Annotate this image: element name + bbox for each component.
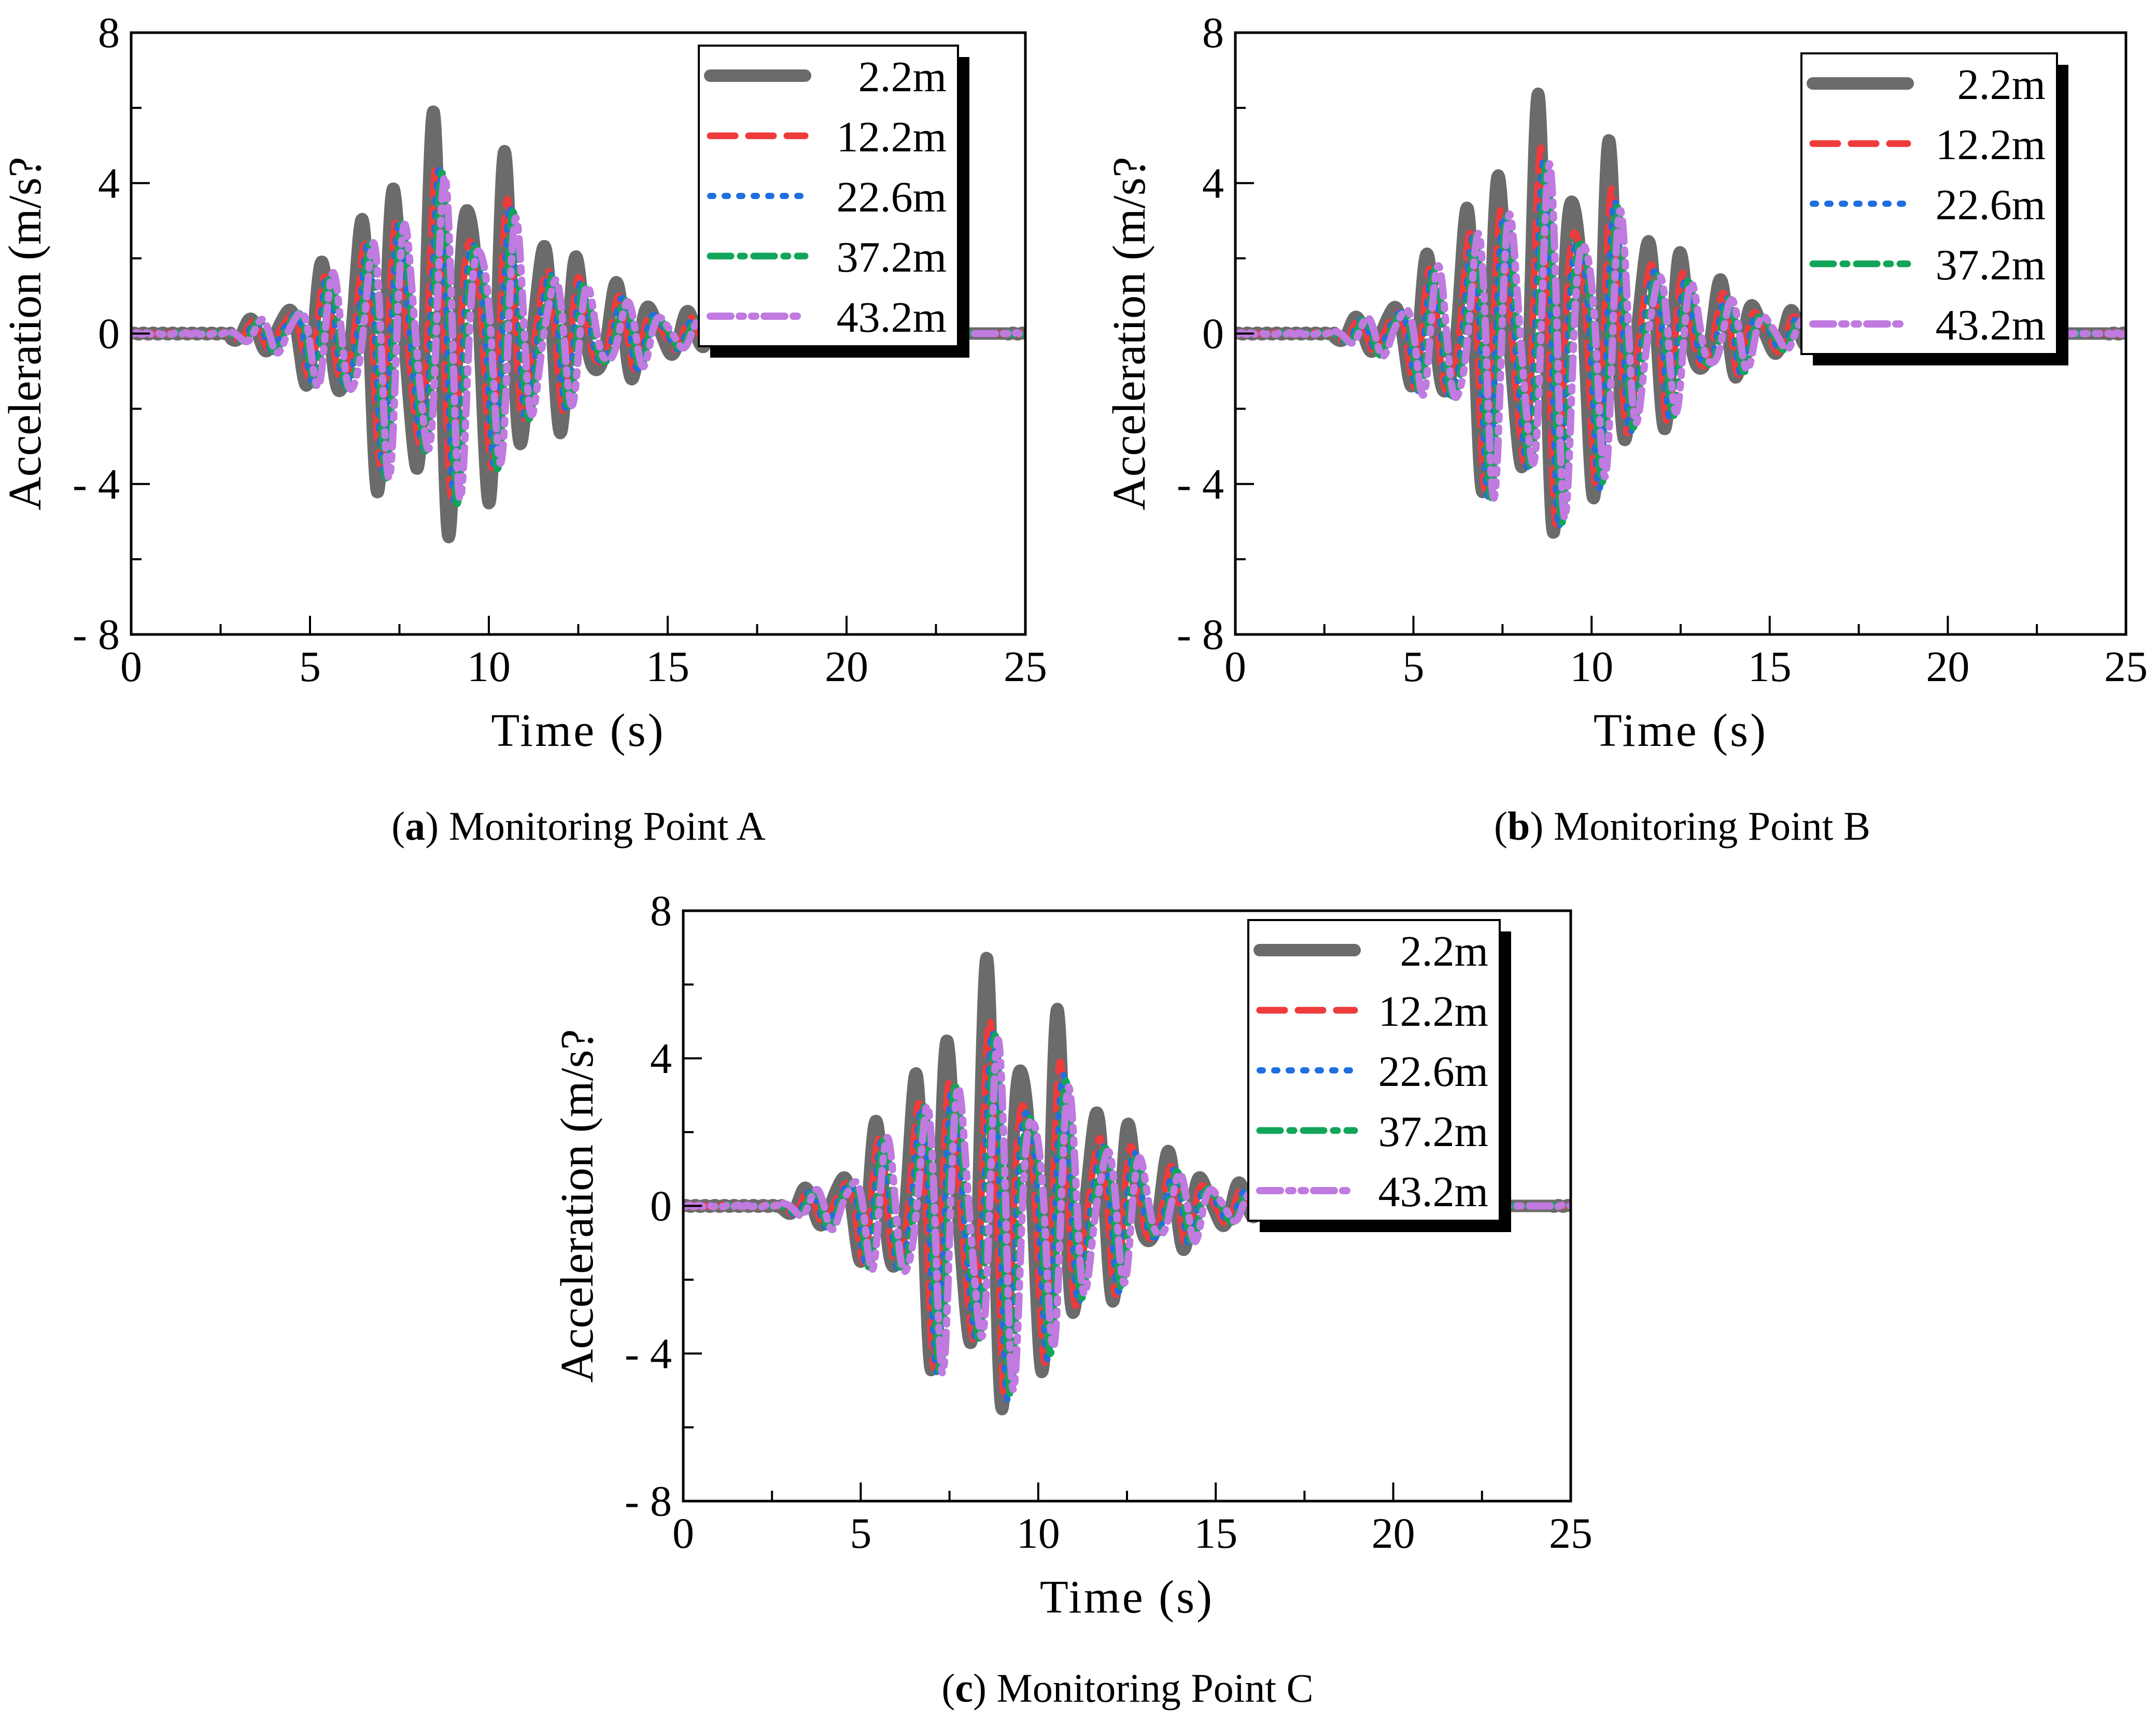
y-tick-label: 4	[1202, 159, 1224, 207]
legend-label: 12.2m	[1936, 121, 2046, 169]
y-tick-label: 4	[98, 159, 120, 207]
y-tick-label: - 4	[1177, 460, 1224, 508]
x-tick-label: 25	[1549, 1509, 1593, 1558]
legend-label: 12.2m	[1378, 987, 1488, 1036]
caption-text: Monitoring Point A	[439, 803, 766, 849]
y-tick-label: 8	[98, 9, 120, 57]
x-tick-label: 15	[646, 643, 689, 691]
legend-label: 22.6m	[1936, 181, 2046, 229]
legend-label: 2.2m	[858, 53, 947, 101]
y-tick-label: - 8	[625, 1477, 672, 1525]
legend-label: 12.2m	[837, 113, 947, 161]
legend: 2.2m 12.2m 22.6m 37.2m 43.2m	[1800, 52, 2068, 365]
x-tick-label: 0	[120, 643, 142, 691]
legend-label: 37.2m	[1378, 1108, 1488, 1156]
y-tick-label: 4	[650, 1035, 672, 1083]
x-tick-label: 20	[1926, 643, 1969, 691]
y-tick-label: 0	[98, 310, 120, 358]
legend-label: 22.6m	[837, 173, 947, 221]
legend-label: 22.6m	[1378, 1048, 1488, 1096]
panel-caption: (a) Monitoring Point A	[391, 803, 766, 849]
y-tick-label: - 8	[1177, 611, 1224, 659]
panel-caption: (b) Monitoring Point B	[1494, 803, 1870, 849]
chart-panel-c: 0 5 10 15 20 25 8 4 0 - 4 - 8 Time (s) Acceleration …	[552, 887, 1593, 1711]
y-tick-label: 0	[650, 1182, 672, 1231]
chart-panel-b: 0 5 10 15 20 25 8 4 0 - 4 - 8 Time (s) Acceleration …	[1104, 9, 2148, 849]
legend-label: 2.2m	[1400, 927, 1488, 976]
caption-open-paren: (	[1494, 803, 1507, 849]
caption-text: Monitoring Point C	[987, 1665, 1314, 1711]
x-tick-label: 5	[299, 643, 321, 691]
legend-label: 37.2m	[837, 233, 947, 281]
caption-letter: c	[955, 1665, 973, 1711]
legend: 2.2m 12.2m 22.6m 37.2m 43.2m	[698, 45, 969, 358]
x-tick-label: 20	[1372, 1509, 1415, 1558]
x-tick-label: 25	[1004, 643, 1047, 691]
x-tick-label: 15	[1194, 1509, 1237, 1558]
y-axis-label: Acceleration (m/s?	[1104, 157, 1155, 510]
caption-close-paren: )	[425, 803, 439, 849]
panel-caption: (c) Monitoring Point C	[941, 1665, 1313, 1711]
y-tick-label: 8	[1202, 9, 1224, 57]
y-tick-label: - 8	[73, 611, 120, 659]
y-axis-label: Acceleration (m/s?	[0, 157, 51, 510]
legend-label: 2.2m	[1957, 61, 2046, 109]
y-tick-label: - 4	[73, 460, 120, 508]
legend-label: 43.2m	[1378, 1168, 1488, 1216]
x-tick-label: 5	[1403, 643, 1425, 691]
caption-close-paren: )	[1530, 803, 1543, 849]
x-tick-label: 10	[467, 643, 511, 691]
caption-close-paren: )	[973, 1665, 987, 1711]
x-tick-label: 0	[1224, 643, 1246, 691]
x-tick-label: 15	[1748, 643, 1792, 691]
x-axis-label: Time (s)	[1040, 1572, 1214, 1623]
caption-letter: a	[405, 803, 425, 849]
y-tick-label: 8	[650, 887, 672, 935]
y-tick-label: - 4	[625, 1330, 672, 1378]
caption-text: Monitoring Point B	[1543, 803, 1870, 849]
caption-open-paren: (	[391, 803, 405, 849]
chart-panel-a: 0 5 10 15 20 25 8 4 0 - 4 - 8 Time (s) Acceleration …	[0, 9, 1047, 849]
y-tick-label: 0	[1202, 310, 1224, 358]
x-tick-label: 10	[1017, 1509, 1060, 1558]
legend-label: 43.2m	[1936, 301, 2046, 349]
legend-label: 43.2m	[837, 293, 947, 342]
y-axis-label: Acceleration (m/s?	[552, 1029, 603, 1382]
caption-open-paren: (	[941, 1665, 955, 1711]
x-axis-label: Time (s)	[491, 705, 665, 756]
x-tick-label: 5	[850, 1509, 871, 1558]
x-tick-label: 20	[825, 643, 868, 691]
x-tick-label: 10	[1570, 643, 1613, 691]
caption-letter: b	[1507, 803, 1530, 849]
legend-label: 37.2m	[1936, 241, 2046, 289]
x-axis-label: Time (s)	[1594, 705, 1768, 756]
legend: 2.2m 12.2m 22.6m 37.2m 43.2m	[1247, 919, 1511, 1232]
x-tick-label: 0	[672, 1509, 694, 1558]
x-tick-label: 25	[2104, 643, 2148, 691]
